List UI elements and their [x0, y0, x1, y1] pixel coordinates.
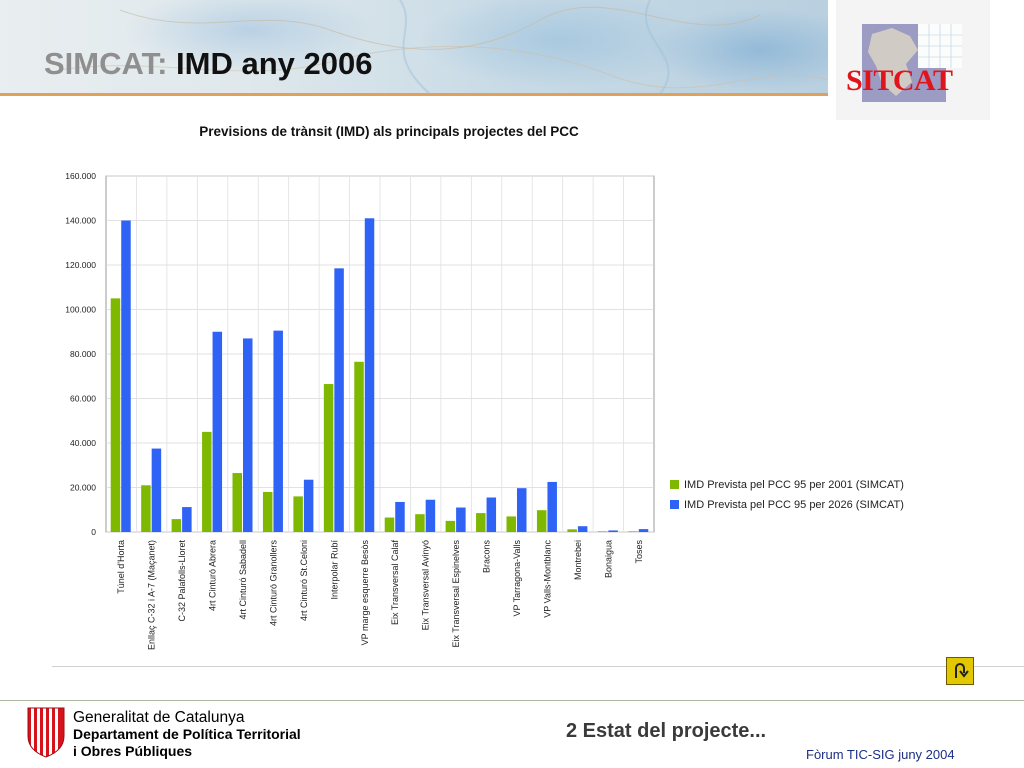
bar — [597, 531, 608, 532]
bar — [110, 298, 121, 532]
logo-text: SITCAT — [846, 64, 953, 97]
bar — [547, 481, 557, 532]
bar — [445, 520, 456, 532]
bar — [293, 496, 303, 532]
y-tick-label: 100.000 — [65, 305, 96, 315]
x-tick-label: Interpolar Rubí — [329, 540, 339, 600]
event-note: Fòrum TIC-SIG juny 2004 — [806, 747, 955, 762]
bar — [141, 485, 151, 532]
bar — [303, 479, 314, 532]
legend-swatch — [670, 500, 679, 509]
bar — [182, 507, 192, 532]
x-tick-label: 4rt Cinturó Abrera — [208, 540, 218, 611]
x-tick-label: VP marge esquerre Besòs — [360, 540, 370, 646]
x-tick-label: VP Valls-Montblanc — [542, 540, 552, 618]
bar — [628, 531, 638, 532]
bar — [567, 529, 577, 532]
x-tick-label: 4rt Cinturó Granollers — [268, 540, 278, 627]
chart-legend: IMD Prevista pel PCC 95 per 2001 (SIMCAT… — [670, 479, 904, 511]
senyera-shield-icon — [27, 707, 65, 758]
x-tick-label: Eix Transversal Avinyó — [421, 540, 431, 630]
bar — [243, 338, 253, 532]
x-tick-label: C-32 Palafolls-Lloret — [177, 540, 187, 622]
x-tick-label: Bracons — [482, 540, 492, 574]
footer-top-rule — [0, 700, 1024, 701]
bar — [384, 517, 395, 532]
y-tick-label: 40.000 — [70, 438, 96, 448]
y-tick-label: 80.000 — [70, 349, 96, 359]
bar — [536, 510, 547, 532]
bar — [506, 516, 516, 532]
y-tick-label: 20.000 — [70, 483, 96, 493]
bar — [202, 431, 212, 532]
x-tick-label: VP Tarragona-Valls — [512, 540, 522, 617]
bar — [476, 513, 486, 532]
title-main: IMD any 2006 — [176, 46, 373, 81]
y-tick-label: 0 — [91, 527, 96, 537]
traffic-forecast-chart: Previsions de trànsit (IMD) als principa… — [65, 124, 904, 651]
legend-label: IMD Prevista pel PCC 95 per 2001 (SIMCAT… — [684, 479, 904, 491]
x-tick-label: Túnel d'Horta — [116, 540, 126, 594]
legend-label: IMD Prevista pel PCC 95 per 2026 (SIMCAT… — [684, 499, 904, 511]
bar — [334, 268, 344, 532]
bar — [171, 519, 182, 532]
y-tick-label: 120.000 — [65, 260, 96, 270]
x-tick-label: Enllaç C-32 i A-7 (Maçanet) — [147, 540, 157, 650]
x-tick-label: 4rt Cinturó St.Celoni — [299, 540, 309, 621]
bar — [456, 507, 466, 532]
bar — [364, 218, 375, 532]
bar-series — [110, 218, 649, 532]
x-axis-labels: Túnel d'Horta Enllaç C-32 i A-7 (Maçanet)… — [116, 540, 644, 651]
bar — [638, 529, 649, 532]
back-button[interactable] — [946, 657, 974, 685]
y-tick-label: 140.000 — [65, 216, 96, 226]
bar — [486, 497, 497, 532]
bar — [415, 514, 425, 532]
footer-divider — [52, 666, 1024, 667]
bar — [608, 530, 618, 532]
bar — [151, 448, 162, 532]
page-title: SIMCAT: IMD any 2006 — [44, 46, 372, 82]
x-tick-label: Eix Transversal Espinelves — [451, 540, 461, 648]
header-banner — [0, 0, 828, 94]
plot-area — [105, 175, 655, 533]
legend-swatch — [670, 480, 679, 489]
bar — [262, 491, 273, 532]
x-tick-label: 4rt Cinturó Sabadell — [238, 540, 248, 620]
x-tick-label: Montrebei — [573, 540, 583, 580]
x-tick-label: Toses — [634, 540, 644, 564]
bar — [425, 499, 436, 532]
bar — [395, 501, 405, 532]
bar — [517, 488, 527, 532]
logo-grid-icon — [918, 24, 962, 68]
org-name: Generalitat de Catalunya — [73, 709, 245, 726]
title-prefix: SIMCAT: — [44, 46, 168, 81]
y-tick-label: 60.000 — [70, 394, 96, 404]
bar — [323, 384, 334, 532]
u-turn-arrow-icon — [955, 663, 969, 678]
bar — [273, 330, 283, 532]
x-tick-label: Eix Transversal Calaf — [390, 540, 400, 626]
department-name-line2: i Obres Públiques — [73, 743, 193, 759]
map-background-texture — [59, 0, 828, 94]
section-subtitle: 2 Estat del projecte... — [566, 720, 767, 742]
department-name-line1: Departament de Política Territorial — [73, 726, 301, 742]
y-tick-label: 160.000 — [65, 171, 96, 181]
bar — [121, 220, 131, 532]
bar — [577, 526, 588, 532]
x-tick-label: Bonaigua — [603, 540, 613, 578]
bar — [212, 331, 223, 532]
header-rule — [0, 93, 828, 96]
bar — [354, 361, 364, 532]
bar — [232, 473, 242, 532]
chart-title: Previsions de trànsit (IMD) als principa… — [199, 124, 579, 139]
y-axis-ticks: 0 20.000 40.000 60.000 80.000 100.000 120.000 1… — [65, 171, 96, 537]
